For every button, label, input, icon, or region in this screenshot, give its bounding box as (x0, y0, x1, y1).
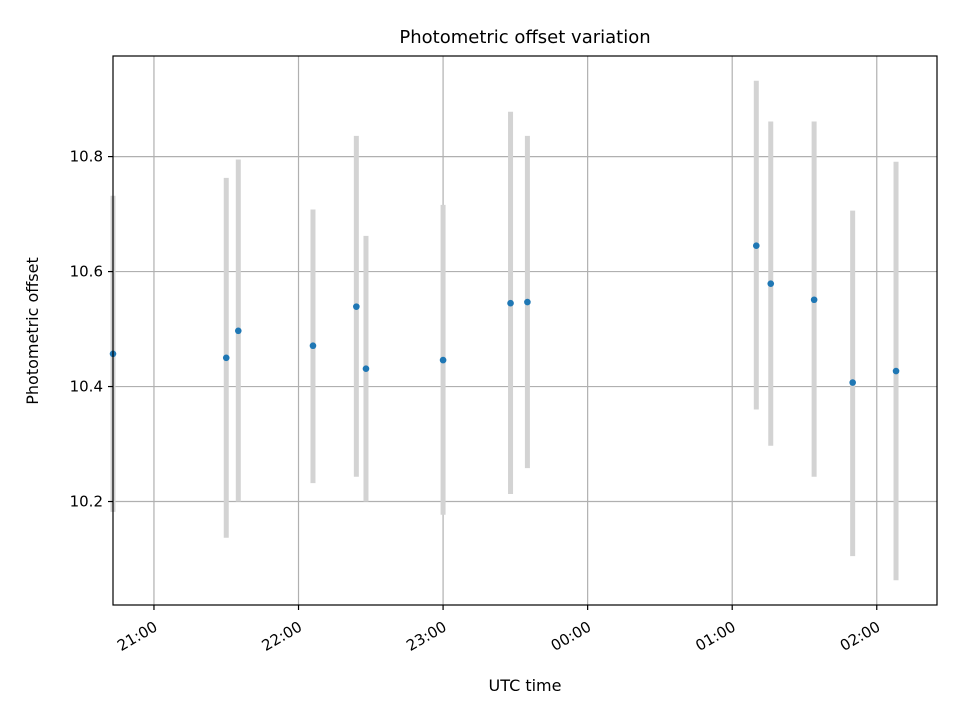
data-point (353, 303, 360, 310)
data-point (362, 365, 370, 373)
chart-title: Photometric offset variation (399, 27, 650, 48)
y-tick-label: 10.2 (70, 493, 103, 511)
y-tick-label: 10.6 (70, 263, 103, 281)
data-point (810, 296, 818, 304)
data-point (849, 379, 856, 386)
data-point (309, 342, 317, 350)
data-points (109, 242, 900, 386)
data-point (524, 298, 531, 306)
y-axis-ticks: 10.2 10.4 10.6 10.8 (70, 148, 113, 511)
y-tick-label: 10.4 (70, 378, 103, 396)
data-point (767, 280, 775, 287)
y-tick-label: 10.8 (70, 148, 103, 166)
y-axis-label: Photometric offset (23, 257, 42, 405)
plot-frame (112, 55, 938, 606)
data-point (892, 367, 900, 375)
data-point (507, 299, 514, 307)
data-point (222, 354, 230, 362)
data-point (752, 242, 760, 250)
data-point (234, 327, 242, 335)
x-axis-label: UTC time (489, 676, 562, 695)
data-point (439, 356, 447, 364)
